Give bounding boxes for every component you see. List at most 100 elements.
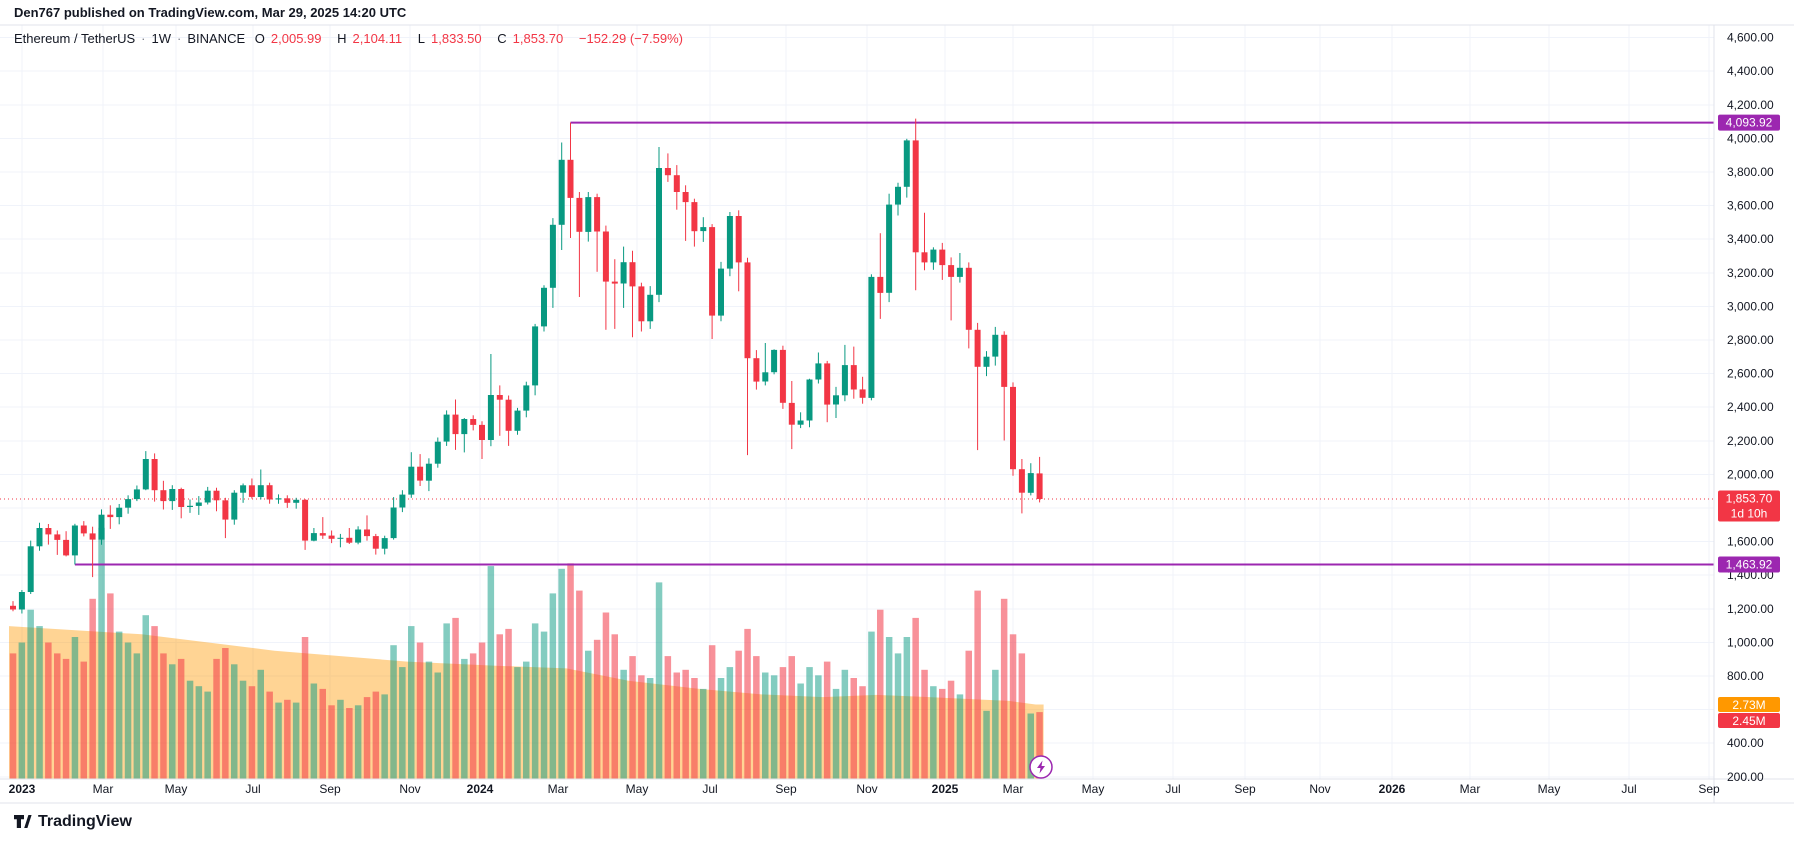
candle-body [753,358,760,382]
price-tick-label: 200.00 [1727,770,1764,784]
volume-bar [461,658,468,779]
volume-bar [832,688,840,779]
chart-legend[interactable]: Ethereum / TetherUS · 1W · BINANCE O 2,005.99… [14,31,689,46]
candle-body [797,420,804,425]
volume-bar [133,653,141,779]
candle-body [364,529,370,537]
time-tick-label: 2026 [1379,782,1406,796]
volume-bar [266,691,273,779]
volume-bar [231,664,238,779]
candle-body [833,395,839,405]
volume-bar [425,661,433,779]
candle-body [859,389,866,398]
volume-bar [222,648,229,779]
price-tick-label: 2,800.00 [1727,333,1774,347]
volume-bar [89,598,96,779]
price-tick-label: 3,400.00 [1727,232,1774,246]
lightning-icon [1037,760,1045,774]
price-tick-label: 4,000.00 [1727,131,1774,145]
time-tick-label: May [626,782,649,796]
candle-body [417,466,424,481]
volume-bar [284,699,291,779]
candles-layer [10,118,1043,614]
candle-body [576,197,583,232]
candle-body [434,441,441,464]
legend-close: C 1,853.70 [497,31,564,46]
candle-body [647,294,654,322]
volume-layer [9,527,1044,780]
volume-bar [673,672,680,779]
volume-bar [762,672,769,779]
tradingview-logo[interactable]: TradingView [13,812,132,831]
candle-body [939,249,946,266]
volume-bar [735,650,742,779]
volume-bar [611,634,618,779]
legend-change: −152.29 (−7.59%) [578,31,683,46]
volume-bar [434,672,441,779]
candle-body [470,419,477,425]
volume-bar [620,669,627,779]
candle-body [1018,469,1025,493]
candle-body [744,262,751,359]
legend-separator: · [177,31,182,46]
candle-body [1036,473,1043,499]
candle-body [709,227,716,316]
candle-body [169,489,176,502]
volume-bar [496,634,503,779]
candle-body [594,197,601,232]
volume-bar [80,661,87,779]
time-tick-label: Mar [1460,782,1481,796]
volume-bar [1000,598,1008,779]
candle-body [425,463,432,481]
svg-text:1,463.92: 1,463.92 [1726,558,1773,572]
price-tick-label: 2,600.00 [1727,367,1774,381]
time-tick-label: Nov [1309,782,1330,796]
volume-bar [36,626,43,779]
candle-body [240,485,247,493]
volume-bar [390,645,397,779]
candle-body [107,514,114,518]
candle-body [133,489,140,500]
price-tick-label: 2,200.00 [1727,434,1774,448]
candle-body [948,265,955,277]
candle-body [27,546,34,592]
candle-body [912,140,919,253]
price-axis[interactable]: 4,600.00 4,400.00 4,200.00 4,000.00 3,800.00… [1727,31,1774,784]
volume-bar [328,705,335,779]
volume-bar [319,688,326,779]
candle-body [1027,473,1034,493]
candle-body [930,249,937,263]
lightning-boost-button[interactable] [1029,755,1053,779]
candle-body [779,349,786,403]
volume-bar [186,680,194,779]
legend-low: L 1,833.50 [417,31,482,46]
volume-bar [1009,634,1017,779]
svg-text:2.73M: 2.73M [1732,698,1765,712]
candle-body [54,534,61,540]
volume-bar [452,617,459,779]
candle-body [328,535,335,539]
candle-body [18,592,25,610]
axes-layer[interactable]: 4,600.00 4,400.00 4,200.00 4,000.00 3,800.00… [0,24,1794,804]
volume-bar [797,683,804,779]
candle-body [877,276,884,293]
level-price-badge: 4,093.92 [1718,114,1780,131]
volume-bar [54,653,61,779]
horizontal-line-tools[interactable] [0,121,1714,566]
volume-bar [983,710,990,780]
candle-body [1010,386,1016,470]
time-tick-label: May [1082,782,1105,796]
time-tick-label: May [165,782,188,796]
time-axis[interactable]: 2023 Mar May Jul Sep Nov 2024 Mar May Jul Sep Nov 20… [9,782,1720,796]
candle-body [505,399,512,431]
candle-body [921,252,928,263]
volume-bar [602,612,610,779]
time-tick-label: Jul [245,782,260,796]
legend-separator: · [141,31,146,46]
price-tick-label: 4,600.00 [1727,31,1774,45]
volume-bar [859,686,866,779]
volume-bar [841,669,849,779]
volume-bar [204,691,211,779]
candle-body [691,202,698,232]
